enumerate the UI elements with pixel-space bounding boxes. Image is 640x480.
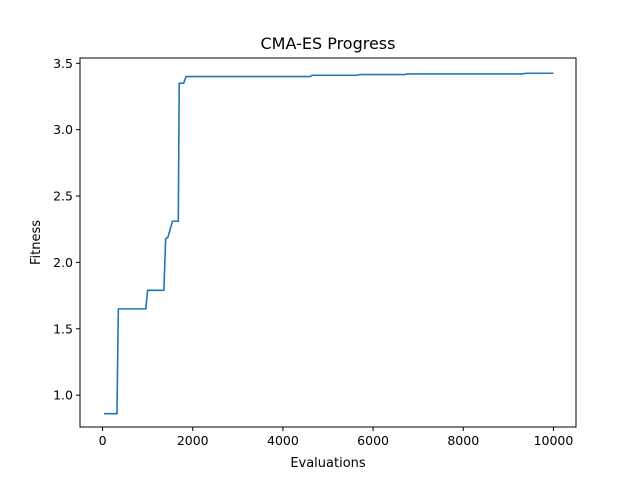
y-tick-label: 1.0 xyxy=(53,388,73,403)
y-axis-label: Fitness xyxy=(29,220,44,265)
fitness-line xyxy=(103,72,554,415)
y-tick-label: 1.5 xyxy=(53,321,73,336)
x-tick-label: 4000 xyxy=(267,433,299,448)
plot-frame xyxy=(79,57,577,428)
x-tick-label: 0 xyxy=(99,433,107,448)
x-tick-label: 8000 xyxy=(447,433,479,448)
x-axis-label: Evaluations xyxy=(290,456,366,471)
x-tick-label: 2000 xyxy=(177,433,209,448)
y-tick-label: 3.0 xyxy=(53,122,73,137)
y-tick-label: 3.5 xyxy=(53,56,73,71)
chart-title: CMA-ES Progress xyxy=(261,34,396,53)
x-tick-label: 10000 xyxy=(534,433,574,448)
x-tick-label: 6000 xyxy=(357,433,389,448)
y-tick-label: 2.5 xyxy=(53,189,73,204)
y-tick-label: 2.0 xyxy=(53,255,73,270)
plot-area xyxy=(80,58,576,427)
